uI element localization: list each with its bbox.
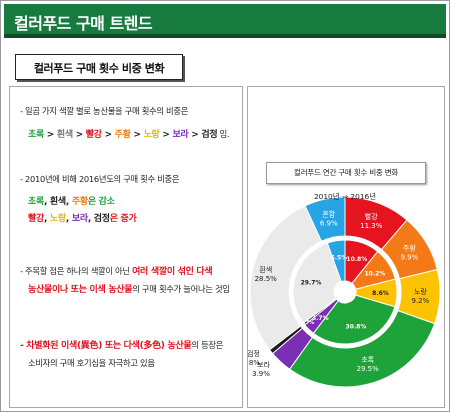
- header-bar: 컬러푸드 구매 트렌드: [4, 4, 446, 38]
- rank-green: 초록: [28, 130, 44, 140]
- decrease-label: 은 감소: [87, 197, 115, 207]
- ring-legend: 2010년 ⇒ 2016년: [314, 192, 376, 201]
- note-text: 의 등장은: [191, 340, 224, 350]
- increase-label: 은 증가: [109, 214, 137, 224]
- rank-separator: >: [130, 130, 144, 140]
- rank-separator: >: [159, 130, 173, 140]
- comma: ,: [65, 214, 72, 224]
- bullet-text-line-1: - 차별화된 이색(異色) 또는 다색(多色) 농산물의 등장은: [20, 339, 223, 353]
- label-2010-black: 0.7%: [300, 320, 315, 326]
- inc-yellow: 노랑: [49, 214, 66, 224]
- rank-separator: >: [43, 130, 57, 140]
- inc-red: 빨강: [28, 214, 44, 224]
- label-2016-mixed: 혼합 6.9%: [320, 209, 338, 227]
- inc-purple: 보라: [71, 214, 88, 224]
- inc-black: 검정: [93, 214, 110, 224]
- comma: ,: [43, 197, 50, 207]
- comma: ,: [43, 214, 50, 224]
- note-highlight: - 차별화된 이색(異色) 또는 다색(多色) 농산물: [20, 341, 192, 351]
- slice-2016y-mixed: [304, 196, 346, 242]
- bullet-mixed-color-note: - 주목할 점은 하나의 색깔이 아닌 여러 색깔이 섞인 다색 농산물이나 또…: [20, 265, 230, 297]
- page-title: 컬러푸드 구매 트렌드: [14, 14, 153, 33]
- donut-chart: 10.8% 10.2% 8.6% 30.8% 3.7%0.7% 29.7% 5.5% 빨강 11…: [248, 192, 441, 388]
- label-2010-red: 10.8%: [346, 256, 367, 263]
- dec-orange: 주황: [71, 197, 88, 207]
- rank-white: 흰색: [56, 130, 73, 140]
- label-2010-purple: 3.7%: [312, 315, 329, 322]
- dec-white: 흰색: [49, 197, 66, 207]
- note-text: - 주목할 점은 하나의 색깔이 아닌: [20, 266, 133, 276]
- label-2016-white: 흰색 28.5%: [255, 265, 278, 283]
- label-2010-orange: 10.2%: [364, 270, 385, 277]
- slice-2016y-green: [288, 310, 436, 388]
- label-2016-red: 빨강 11.3%: [360, 212, 383, 230]
- bullet-text-line-1: - 주목할 점은 하나의 색깔이 아닌 여러 색깔이 섞인 다색: [20, 265, 230, 279]
- note-text: 의 구매 횟수가 늘어나는 것임: [132, 284, 230, 294]
- rank-red: 빨강: [85, 130, 102, 140]
- rank-separator: >: [101, 130, 115, 140]
- increase-line: 빨강, 노랑, 보라, 검정은 증가: [20, 213, 179, 226]
- bullet-text-line-2: 소비자의 구매 호기심을 자극하고 있음: [28, 358, 155, 368]
- decrease-line: 초록, 흰색, 주황은 감소: [20, 196, 179, 209]
- rank-separator: >: [72, 130, 86, 140]
- bullet-color-ranking: - 일곱 가지 색깔 별로 농산물을 구매 횟수의 비중은 초록 > 흰색 > …: [20, 105, 230, 142]
- label-2010-mixed: 5.5%: [331, 255, 348, 262]
- label-2016-green: 초록 29.5%: [357, 356, 380, 373]
- bullet-text: - 2010년에 비해 2016년도의 구매 횟수 비중은: [20, 174, 180, 184]
- rank-separator: >: [188, 130, 202, 140]
- dec-green: 초록: [28, 197, 44, 207]
- bullet-share-change: - 2010년에 비해 2016년도의 구매 횟수 비중은 초록, 흰색, 주황…: [20, 173, 180, 226]
- section-title-box: 컬러푸드 구매 횟수 비중 변화: [15, 54, 183, 80]
- rank-orange: 주황: [114, 130, 131, 140]
- label-2016-orange: 주황 9.9%: [400, 244, 418, 262]
- chart-title: 컬러푸드 연간 구매 횟수 비중 변화: [266, 162, 426, 184]
- bullet-differentiated-produce: - 차별화된 이색(異色) 또는 다색(多色) 농산물의 등장은 소비자의 구매…: [20, 339, 223, 370]
- chart-panel: 컬러푸드 연간 구매 횟수 비중 변화 10.8% 10.2% 8.6% 30.8% 3…: [247, 86, 445, 408]
- bullet-text: - 일곱 가지 색깔 별로 농산물을 구매 횟수의 비중은: [20, 106, 189, 116]
- label-2010-yellow: 8.6%: [372, 290, 389, 297]
- note-highlight: 농산물이나 또는 이색 농산물: [28, 285, 133, 295]
- bullet-text-line-2: 농산물이나 또는 이색 농산물의 구매 횟수가 늘어나는 것임: [20, 283, 230, 297]
- label-2016-yellow: 노랑 9.2%: [412, 288, 430, 305]
- label-2016-purple: 보라 3.9%: [252, 360, 270, 378]
- rank-suffix: 임.: [217, 129, 230, 139]
- slice-2010y-mixed: [326, 239, 346, 283]
- label-2010-green: 30.8%: [346, 323, 367, 330]
- note-highlight: 여러 색깔이 섞인 다색: [132, 267, 213, 277]
- comma: ,: [87, 214, 94, 224]
- rank-yellow: 노랑: [143, 130, 160, 140]
- section-title: 컬러푸드 구매 횟수 비중 변화: [33, 62, 165, 75]
- comma: ,: [65, 197, 72, 207]
- label-2016-black: 검정0.8%: [248, 349, 260, 367]
- rank-black: 검정: [201, 130, 218, 140]
- summary-panel: - 일곱 가지 색깔 별로 농산물을 구매 횟수의 비중은 초록 > 흰색 > …: [9, 86, 243, 408]
- color-ranking-sequence: 초록 > 흰색 > 빨강 > 주황 > 노랑 > 보라 > 검정 임.: [20, 128, 230, 142]
- rank-purple: 보라: [172, 130, 189, 140]
- label-2010-white: 29.7%: [301, 279, 322, 286]
- slice-2010y-white: [292, 242, 342, 324]
